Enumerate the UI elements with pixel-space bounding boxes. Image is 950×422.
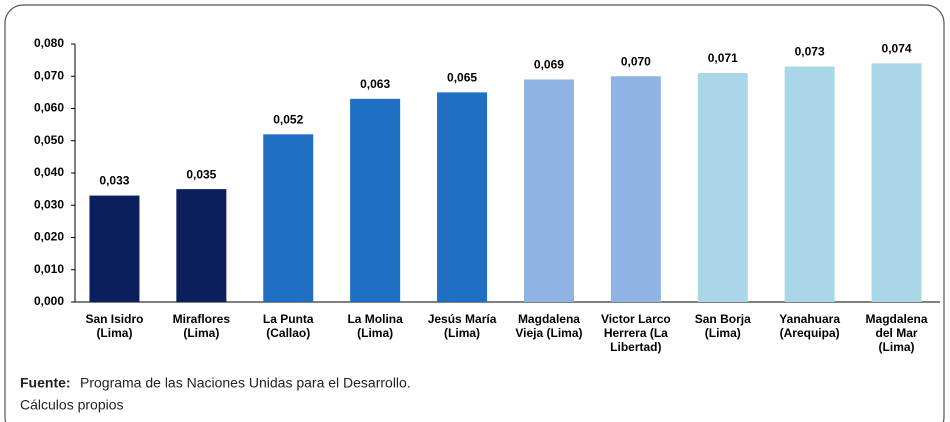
x-tick-label-line: La Molina — [347, 312, 403, 326]
x-tick-label-line: (Lima) — [444, 326, 480, 340]
y-tick-label: 0,010 — [34, 262, 64, 276]
y-tick-label: 0,020 — [34, 230, 64, 244]
bar — [350, 98, 401, 302]
x-tick-label: Yanahuara (Arequipa) — [779, 312, 840, 340]
x-tick-label: Jesús María (Lima) — [428, 312, 497, 340]
bar — [176, 189, 227, 302]
bar — [523, 79, 574, 302]
x-tick-label-line: (Lima) — [705, 326, 741, 340]
x-tick-label-line: San Isidro — [85, 312, 143, 326]
x-tick-label-line: (Arequipa) — [780, 326, 840, 340]
x-tick-label-line: Magdalena — [518, 312, 580, 326]
y-tick-label: 0,050 — [34, 133, 64, 147]
y-tick-label: 0,040 — [34, 165, 64, 179]
bar — [871, 63, 922, 302]
x-tick-label-line: Libertad) — [610, 340, 661, 354]
x-tick-label-line: (Lima) — [357, 326, 393, 340]
x-tick-label-line: Victor Larco — [601, 312, 671, 326]
bar — [263, 134, 314, 302]
x-tick-label-line: Vieja (Lima) — [515, 326, 582, 340]
x-tick-label-line: (Lima) — [879, 340, 915, 354]
source-text: Cálculos propios — [20, 397, 124, 413]
bar — [697, 73, 748, 303]
y-tick-label: 0,030 — [34, 197, 64, 211]
x-tick-label-line: Herrera (La — [604, 326, 668, 340]
bar — [437, 92, 488, 302]
x-tick-label-line: (Lima) — [96, 326, 132, 340]
bar — [89, 195, 140, 302]
x-tick-label-line: Miraflores — [173, 312, 231, 326]
x-tick-label-line: Magdalena — [866, 312, 928, 326]
value-label: 0,063 — [360, 77, 390, 91]
value-label: 0,033 — [99, 174, 129, 188]
x-tick-label-line: (Callao) — [266, 326, 310, 340]
x-tick-label: La Molina (Lima) — [347, 312, 403, 340]
x-tick-label: Victor Larco Herrera (La Libertad) — [601, 312, 671, 354]
x-tick-label-line: del Mar — [876, 326, 918, 340]
x-tick-label: Miraflores (Lima) — [173, 312, 231, 340]
value-label: 0,074 — [882, 42, 912, 56]
value-label: 0,070 — [621, 54, 651, 68]
value-label: 0,071 — [708, 51, 738, 65]
value-label: 0,069 — [534, 58, 564, 72]
value-label: 0,065 — [447, 71, 477, 85]
x-tick-label: La Punta (Callao) — [263, 312, 314, 340]
value-label: 0,073 — [795, 45, 825, 59]
y-tick-label: 0,060 — [34, 101, 64, 115]
x-tick-label-line: La Punta — [263, 312, 314, 326]
value-label: 0,052 — [273, 112, 303, 126]
x-tick-label-line: San Borja — [695, 312, 751, 326]
y-tick-label: 0,080 — [34, 36, 64, 50]
bar — [784, 66, 835, 302]
x-tick-label: San Isidro (Lima) — [85, 312, 143, 340]
bar — [610, 76, 661, 302]
value-label: 0,035 — [186, 167, 216, 181]
x-tick-label-line: (Lima) — [183, 326, 219, 340]
x-tick-label-line: Jesús María — [428, 312, 497, 326]
x-tick-label: Magdalena Vieja (Lima) — [515, 312, 582, 340]
source-text: Programa de las Naciones Unidas para el … — [80, 375, 411, 391]
y-tick-label: 0,000 — [34, 294, 64, 308]
source-label: Fuente: — [20, 375, 71, 391]
y-tick-label: 0,070 — [34, 68, 64, 82]
x-tick-label: San Borja (Lima) — [695, 312, 751, 340]
x-tick-label: Magdalena del Mar (Lima) — [866, 312, 928, 354]
frame — [4, 4, 945, 422]
x-tick-label-line: Yanahuara — [779, 312, 840, 326]
